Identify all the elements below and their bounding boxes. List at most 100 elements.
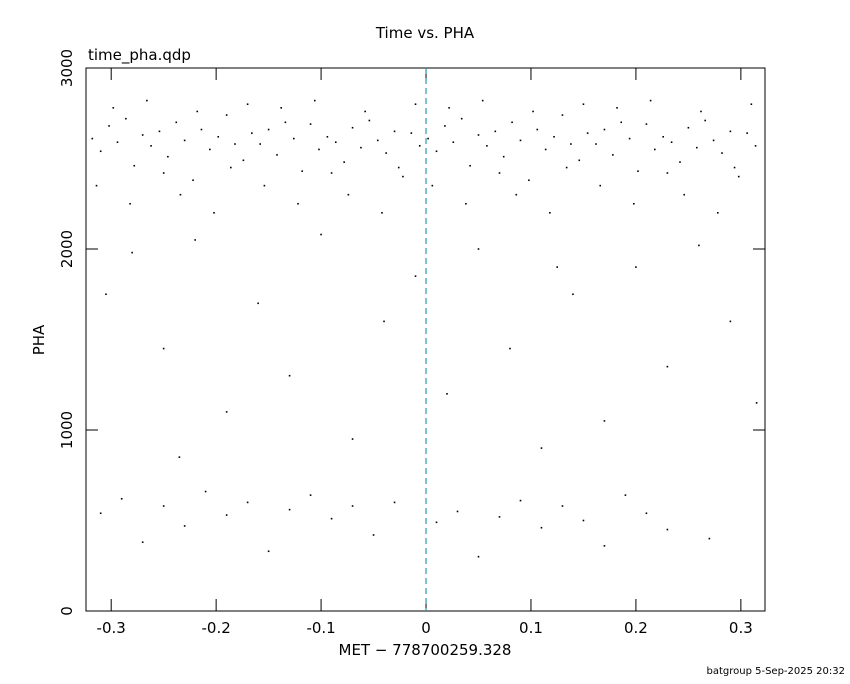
point <box>695 146 698 149</box>
x-tick-label: 0.3 <box>729 619 753 637</box>
point <box>351 438 354 440</box>
point <box>259 143 262 145</box>
point <box>662 135 665 138</box>
point <box>733 166 736 169</box>
point <box>549 212 551 214</box>
point <box>716 212 719 214</box>
point <box>486 145 488 147</box>
point <box>414 103 417 105</box>
annotation: time_pha.qdp <box>88 46 191 65</box>
point <box>99 512 102 515</box>
point <box>301 170 303 172</box>
point <box>418 145 421 147</box>
x-tick-label: -0.1 <box>306 619 335 637</box>
point <box>465 202 467 205</box>
point <box>511 121 513 124</box>
point <box>196 110 199 113</box>
point <box>372 534 375 536</box>
point <box>334 141 337 144</box>
point <box>624 494 627 496</box>
point <box>120 497 123 500</box>
point <box>712 139 715 142</box>
point <box>645 123 648 125</box>
point <box>309 123 312 125</box>
point <box>460 117 463 120</box>
point <box>313 99 316 102</box>
point <box>435 150 438 153</box>
point <box>297 202 299 205</box>
point <box>183 139 186 142</box>
x-axis-label: MET − 778700259.328 <box>339 641 512 659</box>
point <box>257 302 259 305</box>
point <box>131 251 133 254</box>
point <box>343 161 345 163</box>
point <box>91 137 94 140</box>
point <box>284 121 287 124</box>
point <box>330 172 333 174</box>
point <box>515 193 518 196</box>
point <box>452 141 455 144</box>
point <box>288 508 291 511</box>
point <box>204 490 207 493</box>
point <box>477 134 480 136</box>
point <box>209 148 211 151</box>
point <box>158 130 161 133</box>
point <box>477 555 480 558</box>
x-tick-label: -0.2 <box>201 619 230 637</box>
point <box>633 202 635 205</box>
point <box>603 420 606 422</box>
point <box>572 293 574 296</box>
point <box>502 155 505 158</box>
point <box>708 537 711 540</box>
point <box>729 130 732 133</box>
x-tick-label: 0.1 <box>519 619 543 637</box>
point <box>116 141 119 144</box>
point <box>435 521 438 524</box>
point <box>666 528 669 531</box>
point <box>519 139 522 142</box>
point <box>427 137 429 140</box>
point <box>347 193 350 196</box>
point <box>666 365 669 368</box>
point <box>381 212 383 214</box>
point <box>178 456 181 458</box>
point <box>368 119 371 122</box>
point <box>595 143 597 145</box>
point <box>698 244 700 247</box>
point <box>687 126 690 129</box>
y-tick-label: 2000 <box>58 230 76 268</box>
point <box>320 233 322 236</box>
point <box>393 130 396 133</box>
point <box>410 132 413 134</box>
point <box>234 143 236 145</box>
point <box>754 145 757 147</box>
point <box>385 152 387 154</box>
point <box>146 99 148 102</box>
point <box>162 505 165 507</box>
point <box>544 148 547 151</box>
point <box>666 172 669 174</box>
point <box>414 275 417 277</box>
point <box>620 121 623 124</box>
point <box>628 137 631 140</box>
point <box>280 107 282 109</box>
point <box>599 184 602 187</box>
point <box>481 99 484 102</box>
point <box>200 128 203 131</box>
point <box>645 512 648 515</box>
point <box>246 103 249 105</box>
point <box>494 130 497 133</box>
point <box>532 110 534 113</box>
point <box>267 550 270 553</box>
point <box>246 501 249 504</box>
point <box>213 212 215 214</box>
point <box>477 248 480 250</box>
point <box>603 128 606 131</box>
point <box>679 161 681 163</box>
point <box>192 179 194 182</box>
point <box>737 175 740 178</box>
point <box>292 137 295 140</box>
point <box>230 166 232 169</box>
point <box>225 411 228 413</box>
